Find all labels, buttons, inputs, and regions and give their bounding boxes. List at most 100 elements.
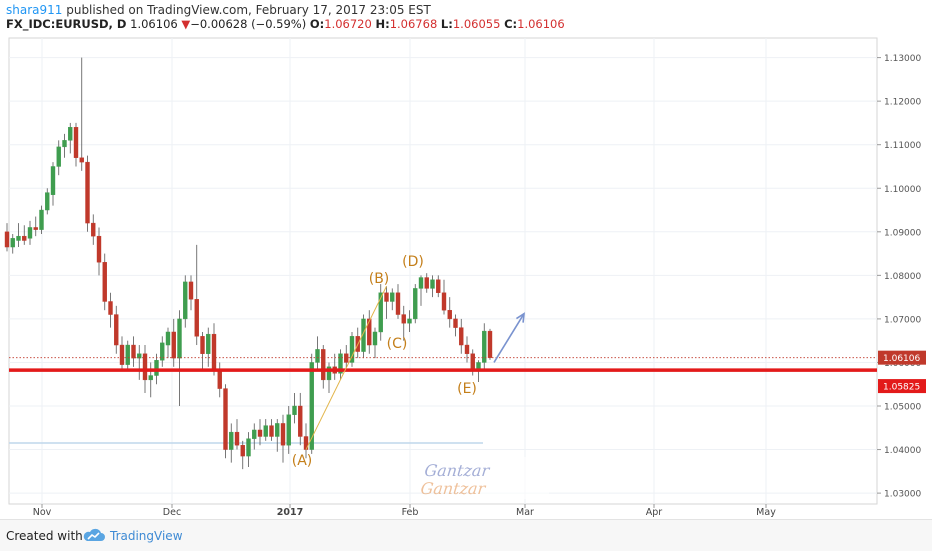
price-change: −0.00628 (−0.59%) bbox=[190, 17, 307, 31]
candle bbox=[194, 244, 199, 346]
candle bbox=[407, 310, 412, 332]
candle-body bbox=[482, 330, 487, 363]
candle bbox=[91, 214, 96, 245]
candle bbox=[436, 275, 441, 298]
x-tick-label: 2017 bbox=[277, 507, 303, 518]
candle-body bbox=[275, 423, 280, 437]
author-link[interactable]: shara911 bbox=[6, 3, 63, 17]
candle-body bbox=[62, 140, 67, 148]
y-tick-label: 1.12000 bbox=[884, 98, 921, 108]
candle-body bbox=[430, 279, 435, 289]
time-axis[interactable]: Nov Dec 2017 Feb Mar Apr May bbox=[9, 504, 877, 518]
candle bbox=[401, 305, 406, 341]
candle-body bbox=[407, 318, 412, 324]
candle-body bbox=[234, 431, 240, 446]
forecast-arrow-line bbox=[493, 313, 525, 363]
candle-body bbox=[424, 277, 429, 289]
price-chart[interactable]: 1.030001.040001.050001.060001.070001.080… bbox=[0, 0, 932, 519]
candle bbox=[200, 331, 205, 372]
created-with-text: Created with bbox=[6, 529, 83, 543]
price-labels: 1.06106 1.05825 bbox=[878, 350, 926, 394]
candle bbox=[269, 419, 274, 441]
candle bbox=[441, 279, 447, 315]
candle-body bbox=[148, 375, 153, 381]
candle-body bbox=[27, 227, 33, 239]
price-axis[interactable]: 1.030001.040001.050001.060001.070001.080… bbox=[877, 54, 921, 500]
candle bbox=[206, 327, 211, 367]
candle-body bbox=[85, 161, 90, 224]
x-tick-label: May bbox=[756, 507, 776, 518]
footer: Created with TradingView bbox=[0, 519, 932, 551]
low-value: 1.06055 bbox=[452, 17, 501, 31]
candle bbox=[240, 440, 245, 470]
candle-body bbox=[206, 333, 211, 354]
candle bbox=[390, 288, 395, 311]
candle bbox=[487, 328, 493, 360]
candle bbox=[148, 362, 153, 398]
wave-label: (E) bbox=[457, 381, 477, 397]
candle-body bbox=[137, 353, 142, 359]
candle-body bbox=[361, 318, 366, 352]
candle-body bbox=[154, 360, 159, 376]
candle bbox=[280, 414, 286, 463]
candle-body bbox=[280, 423, 286, 446]
candle bbox=[378, 284, 383, 341]
candle bbox=[45, 188, 50, 215]
candle bbox=[50, 162, 56, 206]
candle bbox=[160, 336, 165, 367]
candle bbox=[27, 220, 33, 245]
candle-body bbox=[165, 331, 171, 346]
candle-body bbox=[45, 192, 50, 211]
candle-body bbox=[177, 318, 182, 359]
candle-body bbox=[22, 235, 27, 241]
x-tick-label: Dec bbox=[163, 507, 181, 518]
candle bbox=[85, 155, 90, 232]
wave-label: (A) bbox=[292, 453, 313, 469]
candle-body bbox=[321, 349, 326, 381]
candle-body bbox=[257, 429, 263, 437]
x-tick-label: Nov bbox=[33, 507, 52, 518]
close-label: C: bbox=[504, 17, 518, 31]
low-label: L: bbox=[440, 17, 453, 31]
candle-body bbox=[378, 292, 383, 333]
candle-body bbox=[96, 235, 102, 263]
tradingview-cloud-icon[interactable] bbox=[82, 528, 106, 543]
candle bbox=[22, 225, 27, 245]
candle bbox=[171, 318, 176, 367]
candle-body bbox=[79, 157, 84, 163]
down-arrow-icon: ▼ bbox=[181, 17, 191, 31]
candle-body bbox=[188, 281, 194, 300]
candle bbox=[430, 275, 435, 298]
chart-header: shara911 published on TradingView.com, F… bbox=[6, 0, 926, 38]
plot-area[interactable] bbox=[8, 37, 878, 505]
candle-body bbox=[418, 277, 424, 289]
candle-body bbox=[50, 166, 56, 195]
candle bbox=[275, 419, 280, 452]
tradingview-brand[interactable]: TradingView bbox=[110, 529, 183, 543]
candle bbox=[384, 286, 389, 319]
candle bbox=[286, 406, 291, 454]
candle-body bbox=[286, 414, 291, 446]
candle-body bbox=[413, 288, 418, 320]
wave-line bbox=[305, 286, 387, 450]
high-value: 1.06768 bbox=[389, 17, 438, 31]
symbol-label[interactable]: FX_IDC:EURUSD, D bbox=[6, 17, 127, 31]
candle bbox=[464, 336, 470, 363]
candle bbox=[165, 327, 171, 359]
last-price: 1.06106 bbox=[130, 17, 178, 31]
candle bbox=[263, 419, 268, 441]
candle bbox=[96, 227, 102, 276]
candle-body bbox=[292, 405, 297, 415]
candle-body bbox=[16, 235, 21, 241]
candle-body bbox=[298, 405, 303, 437]
last-price-tag bbox=[878, 350, 926, 365]
candle-body bbox=[459, 327, 464, 346]
wave-label: (D) bbox=[402, 254, 424, 270]
candle-body bbox=[73, 127, 79, 158]
candle bbox=[447, 297, 452, 328]
candle bbox=[338, 349, 343, 380]
wave-label: (C) bbox=[387, 336, 408, 352]
candle-body bbox=[125, 344, 130, 365]
wave-label: (B) bbox=[369, 271, 390, 287]
candle-body bbox=[315, 349, 320, 363]
